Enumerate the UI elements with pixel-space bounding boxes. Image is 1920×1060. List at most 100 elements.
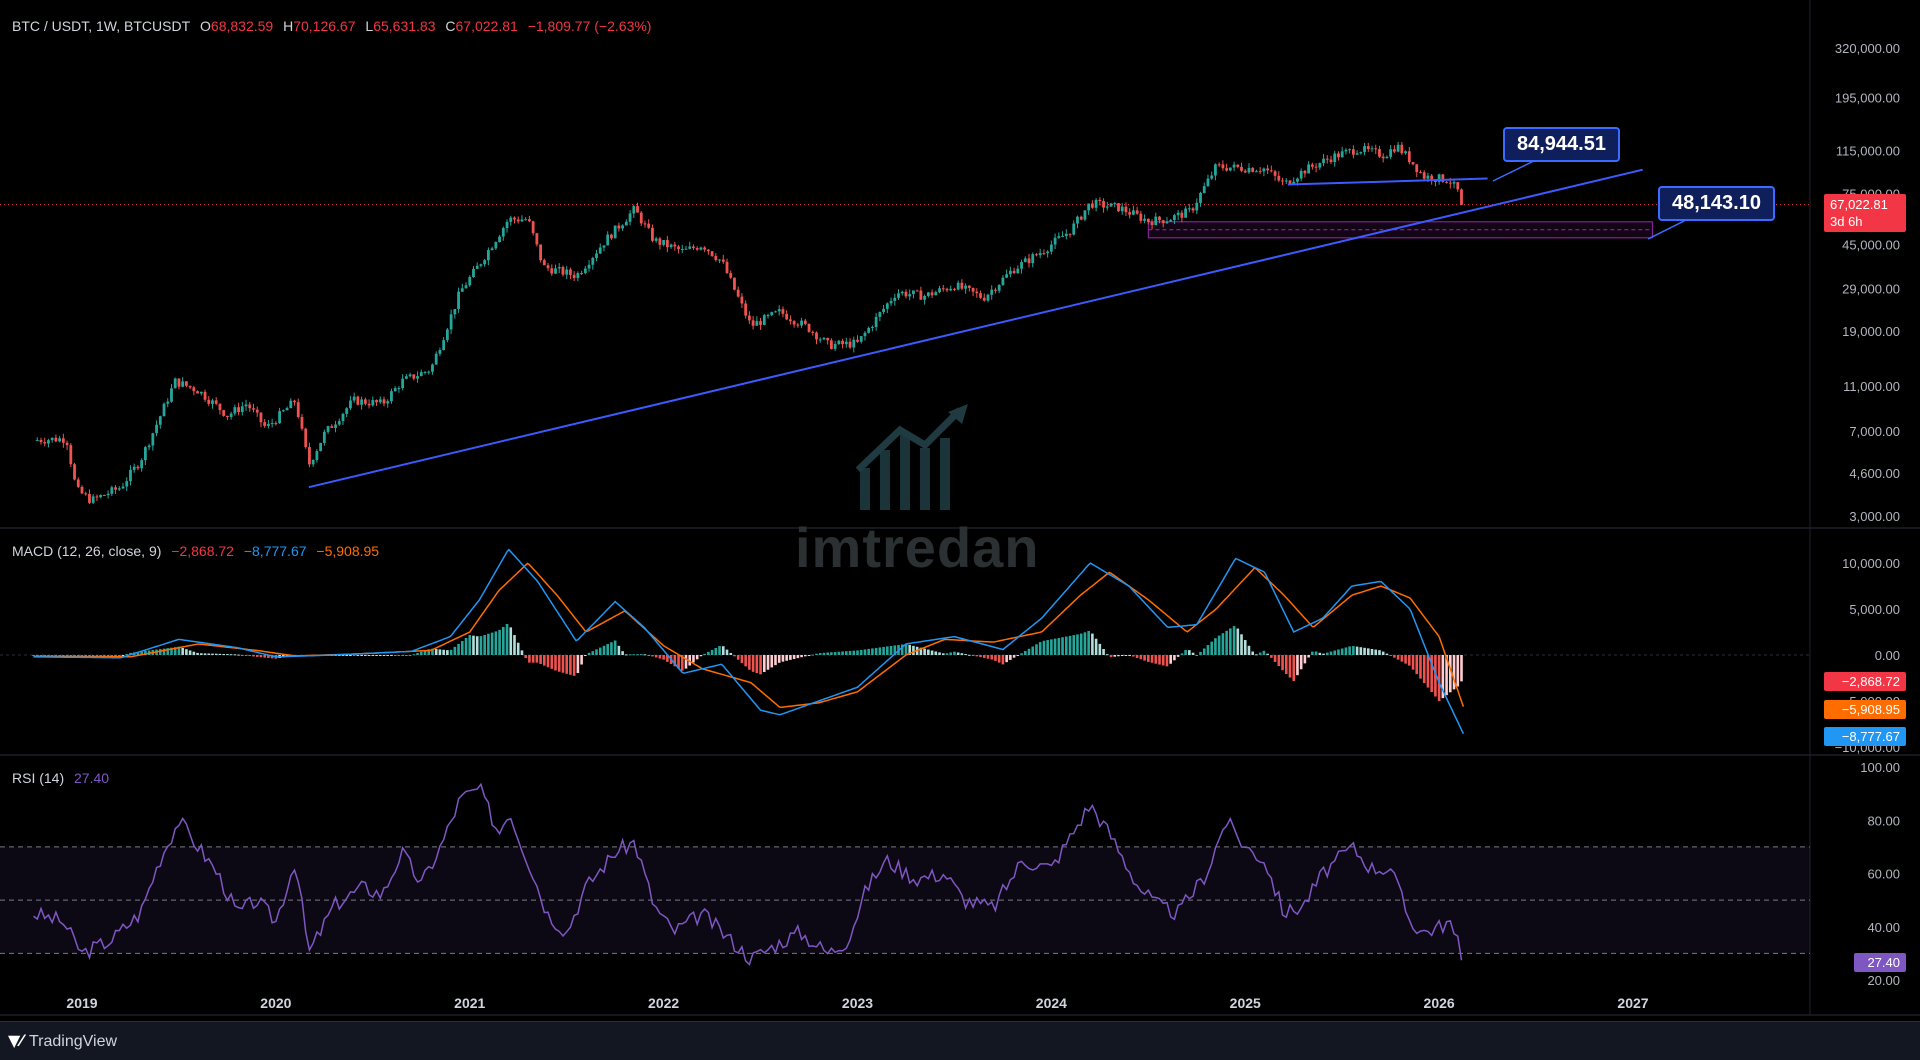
macd-histogram-bar: [1266, 653, 1269, 655]
macd-histogram-bar: [352, 655, 356, 656]
callout-upper[interactable]: 84,944.51: [1503, 127, 1620, 162]
candle-body: [300, 417, 304, 429]
macd-histogram-bar: [207, 653, 211, 655]
candle-body: [1255, 171, 1258, 173]
macd-histogram-bar: [718, 646, 721, 655]
candle-body: [654, 238, 658, 241]
macd-histogram-bar: [945, 653, 949, 655]
candle-body: [1046, 251, 1050, 254]
macd-histogram-bar: [774, 655, 777, 666]
candle-body: [535, 233, 539, 245]
macd-histogram-bar: [509, 627, 513, 655]
macd-histogram-bar: [986, 655, 990, 659]
macd-histogram-bar: [621, 651, 624, 655]
macd-histogram-bar: [1094, 638, 1098, 655]
macd-histogram-bar: [789, 655, 792, 660]
candle-body: [434, 353, 438, 365]
callout-lower[interactable]: 48,143.10: [1658, 186, 1775, 221]
macd-histogram-bar: [263, 655, 266, 658]
macd-histogram-bar: [748, 655, 751, 670]
change-value: −1,809.77 (−2.63%): [527, 18, 652, 34]
candle-body: [1035, 254, 1038, 256]
macd-histogram-bar: [804, 655, 807, 657]
candle-body: [1005, 274, 1009, 278]
candle-body: [207, 399, 211, 404]
macd-histogram-bar: [561, 655, 565, 673]
macd-histogram-bar: [1422, 655, 1426, 684]
candle-body: [833, 344, 837, 349]
candle-body: [859, 336, 863, 342]
candle-body: [1057, 236, 1061, 238]
candle-body: [1139, 213, 1143, 221]
macd-histogram-bar: [1407, 655, 1411, 666]
candle-body: [1314, 166, 1318, 168]
macd-histogram-bar: [666, 655, 669, 662]
price-tick-label: 3,000.00: [1849, 509, 1900, 524]
macd-histogram-bar: [516, 642, 520, 655]
candle-body: [1053, 237, 1057, 245]
macd-histogram-bar: [47, 655, 50, 656]
macd-histogram-bar: [923, 648, 926, 655]
candle-body: [900, 291, 904, 294]
candle-body: [1217, 164, 1221, 166]
macd-histogram-bar: [1038, 642, 1042, 655]
macd-histogram-bar: [569, 655, 572, 675]
macd-histogram-bar: [625, 654, 628, 656]
macd-histogram-bar: [904, 643, 908, 655]
candle-body: [643, 223, 647, 225]
macd-histogram-bar: [117, 655, 121, 656]
macd-histogram-bar: [375, 655, 378, 656]
candle-body: [65, 442, 69, 446]
rsi-title: RSI (14): [12, 770, 65, 786]
tradingview-logo[interactable]: ▼⁄ TradingView: [8, 1031, 117, 1051]
candle-body: [759, 321, 762, 325]
candle-body: [445, 329, 449, 341]
candle-body: [1083, 210, 1087, 220]
macd-histogram-bar: [692, 655, 695, 663]
candle-body: [803, 320, 807, 324]
candle-body: [438, 349, 442, 354]
macd-histogram-bar: [1229, 628, 1232, 655]
macd-histogram-bar: [587, 652, 591, 655]
candle-body: [341, 413, 345, 422]
macd-histogram-bar: [397, 655, 401, 656]
candle-body: [807, 323, 811, 332]
candle-body: [412, 374, 416, 379]
macd-histogram-bar: [1236, 628, 1240, 655]
macd-histogram-bar: [818, 653, 822, 655]
macd-histogram-bar: [610, 642, 613, 655]
macd-histogram-bar: [1113, 655, 1117, 657]
candle-body: [721, 259, 725, 262]
candle-body: [665, 240, 669, 248]
candle-body: [956, 282, 960, 290]
macd-histogram-bar: [927, 649, 930, 655]
macd-histogram-bar: [960, 653, 964, 655]
macd-histogram-bar: [710, 649, 714, 655]
macd-histogram-bar: [1337, 649, 1340, 655]
candle-body: [162, 403, 166, 417]
candle-body: [1262, 168, 1266, 172]
candle-body: [513, 217, 516, 220]
candle-body: [102, 495, 106, 497]
macd-histogram-bar: [572, 655, 576, 676]
macd-histogram-bar: [498, 629, 501, 655]
macd-histogram-bar: [781, 655, 785, 662]
candle-body: [561, 267, 565, 275]
macd-histogram-bar: [822, 652, 826, 655]
macd-histogram-bar: [356, 655, 360, 656]
candle-body: [990, 289, 994, 295]
macd-histogram-bar: [1191, 652, 1195, 655]
macd-histogram-bar: [535, 655, 539, 663]
candle-body: [1307, 164, 1311, 174]
candle-body: [1061, 236, 1064, 238]
macd-histogram-bar: [1393, 655, 1396, 658]
macd-histogram-bar: [1102, 649, 1105, 655]
close-label: C: [445, 18, 456, 34]
price-tick-label: 29,000.00: [1842, 282, 1900, 297]
candle-body: [606, 234, 610, 246]
candle-body: [1105, 206, 1109, 208]
macd-histogram-bar: [91, 655, 95, 656]
macd-histogram-bar: [845, 651, 848, 655]
macd-histogram-bar: [192, 651, 196, 655]
